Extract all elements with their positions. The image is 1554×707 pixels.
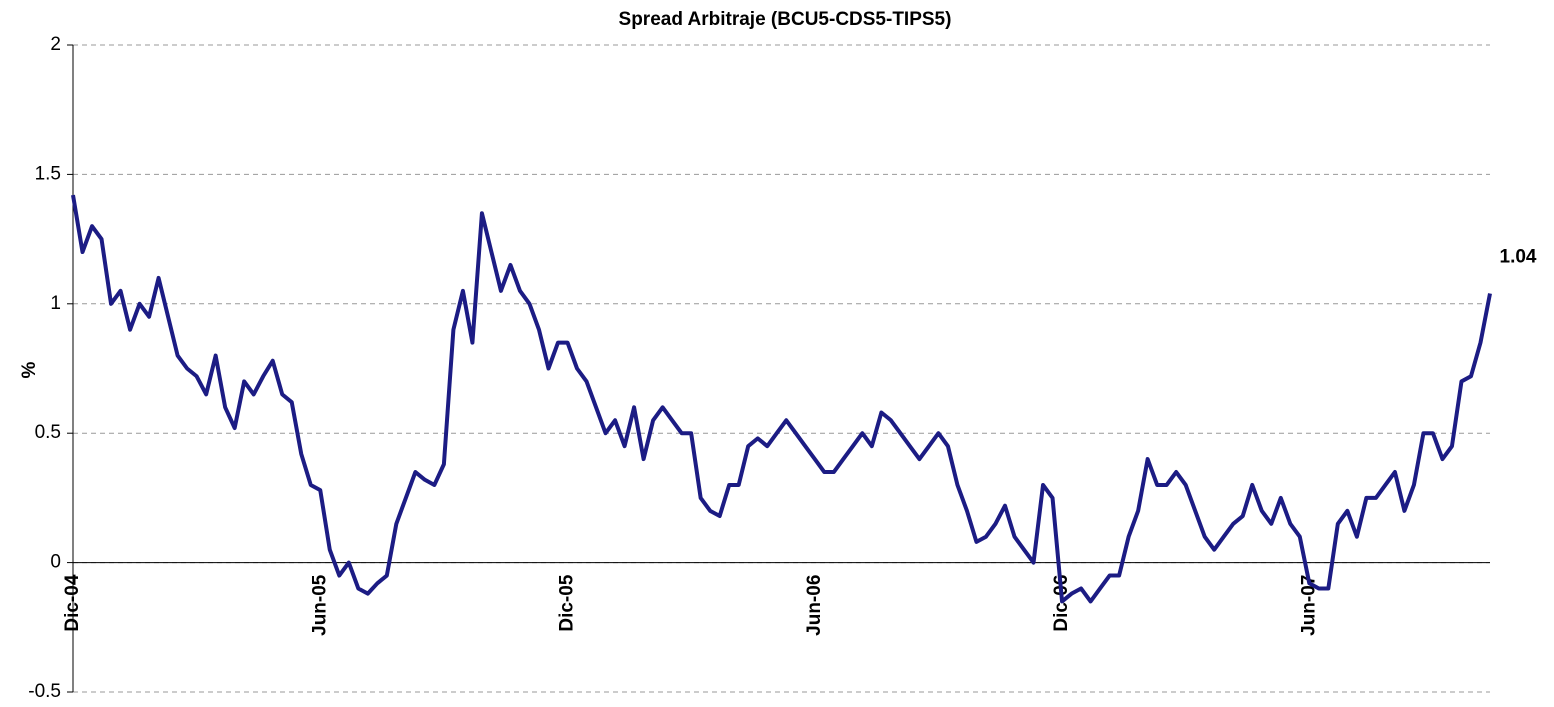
y-tick-label: 0 — [50, 552, 61, 573]
data-line — [71, 194, 1492, 604]
y-tick-label: 2 — [50, 34, 61, 55]
y-tick-label: -0.5 — [28, 681, 61, 702]
y-tick-label: 1.5 — [35, 163, 61, 184]
y-tick-label: 1 — [50, 293, 61, 314]
x-tick-label: Jun-06 — [804, 575, 825, 636]
x-tick-label: Jun-07 — [1298, 575, 1319, 636]
y-tick-label: 0.5 — [35, 422, 61, 443]
x-tick-label: Dic-04 — [62, 574, 83, 631]
x-tick-label: Jun-05 — [309, 574, 330, 636]
y-axis-label: % — [19, 361, 40, 378]
data-label: 1.04 — [1500, 246, 1537, 267]
x-tick-label: Dic-05 — [557, 574, 578, 631]
chart-title: Spread Arbitraje (BCU5-CDS5-TIPS5) — [619, 9, 952, 30]
